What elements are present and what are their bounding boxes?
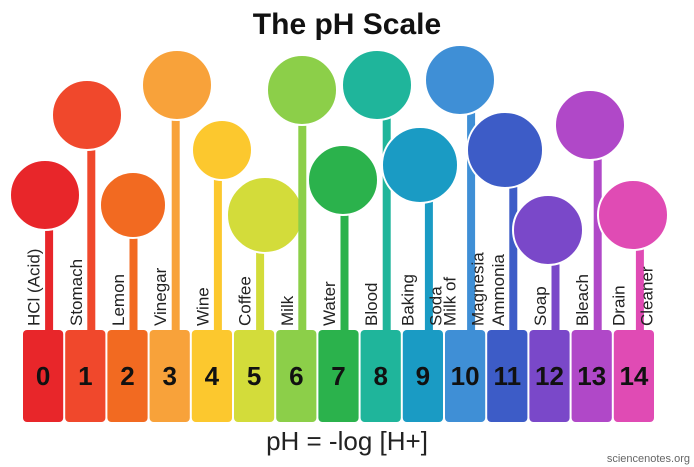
- ph-number: 12: [535, 361, 564, 391]
- icon-circle: [9, 159, 81, 231]
- ph-block: [529, 330, 570, 422]
- substance-label: Stomach: [67, 259, 86, 326]
- substance-label: Ammonia: [489, 254, 508, 326]
- substance-label: Cleaner: [637, 266, 656, 326]
- title: The pH Scale: [253, 8, 441, 41]
- ph-block: [318, 330, 359, 422]
- icon-circle: [141, 49, 213, 121]
- ph-block: [234, 330, 275, 422]
- ph-block: [402, 330, 443, 422]
- substance-label: Baking: [398, 274, 417, 326]
- ph-number: 5: [247, 361, 261, 391]
- icon-circle: [424, 44, 496, 116]
- substance-label: Milk of: [441, 277, 460, 326]
- ph-block: [23, 330, 64, 422]
- ph-number: 8: [373, 361, 387, 391]
- icon-circle: [51, 79, 123, 151]
- icon-circle: [307, 144, 379, 216]
- ph-number: 4: [205, 361, 220, 391]
- ph-number: 11: [494, 361, 522, 391]
- substance-label: Milk: [278, 295, 297, 326]
- icon-circle: [191, 119, 253, 181]
- icon-circle: [99, 171, 167, 239]
- ph-block: [487, 330, 528, 422]
- icon-circle: [266, 54, 338, 126]
- ph-number: 14: [619, 361, 648, 391]
- substance-label: Wine: [193, 287, 212, 326]
- ph-block: [571, 330, 612, 422]
- substance-label: HCl (Acid): [25, 249, 44, 326]
- ph-block: [445, 330, 486, 422]
- substance-label: Bleach: [573, 274, 592, 326]
- ph-number: 13: [577, 361, 606, 391]
- ph-number: 10: [451, 361, 480, 391]
- substance-label: Drain: [609, 285, 628, 326]
- substance-label: Water: [320, 281, 339, 326]
- substance-label: Soap: [531, 286, 550, 326]
- formula: pH = -log [H+]: [266, 426, 428, 456]
- ph-block: [65, 330, 106, 422]
- substance-label: Lemon: [109, 274, 128, 326]
- substance-label: Coffee: [236, 276, 255, 326]
- ph-block: [276, 330, 317, 422]
- credit: sciencenotes.org: [607, 453, 690, 465]
- ph-number: 0: [36, 361, 50, 391]
- substance-label: Vinegar: [151, 267, 170, 326]
- ph-number: 6: [289, 361, 303, 391]
- substance-label: Soda: [426, 286, 445, 326]
- ph-number: 3: [162, 361, 176, 391]
- icon-circle: [554, 89, 626, 161]
- substance-label: Magnesia: [469, 252, 488, 326]
- icon-circle: [512, 194, 584, 266]
- ph-block: [613, 330, 654, 422]
- ph-block: [191, 330, 232, 422]
- ph-number: 1: [78, 361, 92, 391]
- icon-circle: [381, 126, 459, 204]
- icon-circle: [597, 179, 669, 251]
- ph-block: [360, 330, 401, 422]
- icon-circle: [226, 176, 304, 254]
- ph-number: 2: [120, 361, 134, 391]
- ph-number: 9: [416, 361, 430, 391]
- ph-number: 7: [331, 361, 345, 391]
- icon-circle: [466, 111, 544, 189]
- ph-block: [107, 330, 148, 422]
- ph-block: [149, 330, 190, 422]
- substance-label: Blood: [362, 283, 381, 326]
- icon-circle: [341, 49, 413, 121]
